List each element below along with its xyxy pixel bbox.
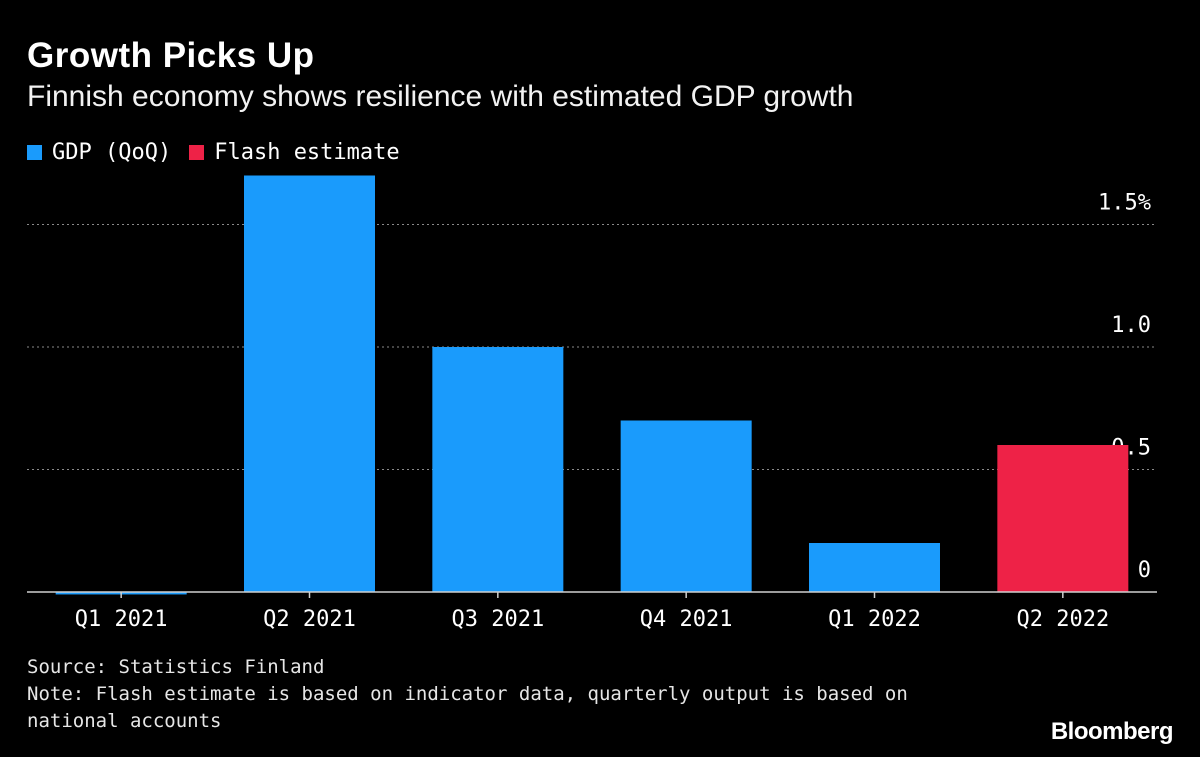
- x-tick-label: Q2 2021: [263, 607, 356, 632]
- y-tick-label: 1.0: [1111, 313, 1151, 338]
- legend-label-flash: Flash estimate: [214, 140, 400, 165]
- x-tick-label: Q1 2021: [75, 607, 168, 632]
- source-note: Source: Statistics Finland: [27, 656, 325, 678]
- legend-item-gdp: GDP (QoQ): [27, 140, 171, 165]
- legend-swatch-gdp: [27, 145, 42, 160]
- legend: GDP (QoQ) Flash estimate: [27, 140, 400, 165]
- x-tick-label: Q1 2022: [828, 607, 921, 632]
- bar: [997, 445, 1129, 592]
- method-note: Note: Flash estimate is based on indicat…: [27, 683, 908, 732]
- x-tick-label: Q4 2021: [640, 607, 733, 632]
- x-tick-label: Q3 2021: [451, 607, 544, 632]
- legend-item-flash: Flash estimate: [189, 140, 400, 165]
- bar: [620, 420, 752, 592]
- bloomberg-logo: Bloomberg: [1050, 718, 1174, 745]
- footer: Source: Statistics Finland Note: Flash e…: [27, 654, 927, 735]
- chart-subtitle: Finnish economy shows resilience with es…: [27, 80, 854, 113]
- x-tick-label: Q2 2022: [1016, 607, 1109, 632]
- bar: [432, 347, 564, 592]
- legend-swatch-flash: [189, 145, 205, 160]
- legend-label-gdp: GDP (QoQ): [52, 140, 172, 165]
- bar: [809, 543, 940, 592]
- bar: [244, 175, 375, 592]
- y-tick-label: 1.5%: [1098, 191, 1151, 216]
- chart-title: Growth Picks Up: [27, 36, 315, 75]
- y-tick-label: 0: [1138, 558, 1151, 583]
